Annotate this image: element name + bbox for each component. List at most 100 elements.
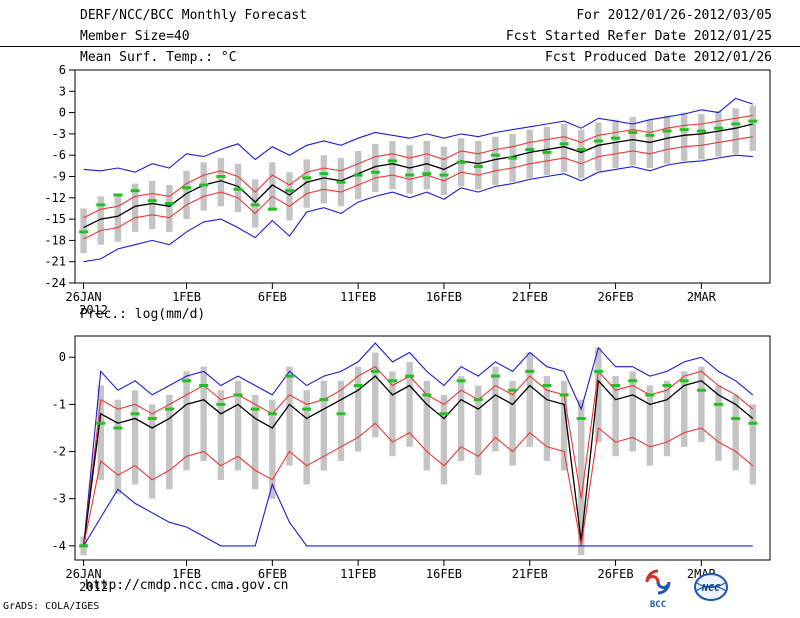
ensemble-spread-bar: [372, 352, 379, 438]
ensemble-spread-bar: [234, 380, 242, 471]
ensemble-spread-bar: [149, 180, 156, 230]
x-tick-label: 26FEB: [597, 567, 633, 581]
ensemble-spread-bar: [578, 129, 585, 178]
ensemble-spread-bar: [595, 122, 602, 171]
ensemble-spread-bar: [251, 394, 259, 490]
lower-quartile-line: [83, 136, 753, 240]
x-tick-label: 2MAR: [687, 290, 717, 304]
ens-mean-line: [83, 123, 753, 229]
ensemble-spread-bar: [269, 162, 276, 211]
y-tick-label: 0: [59, 106, 66, 120]
ensemble-spread-bar: [560, 380, 568, 471]
ensemble-spread-bar: [320, 380, 328, 471]
ensemble-spread-bar: [114, 193, 122, 242]
ensemble-spread-bar: [680, 371, 688, 447]
x-tick-label: 11FEB: [340, 567, 376, 581]
ncc-logo-wave-upper: [696, 582, 726, 589]
ensemble-spread-bar: [166, 394, 173, 490]
ensemble-spread-bar: [715, 385, 722, 461]
x-tick-label: 16FEB: [426, 567, 462, 581]
x-tick-label: 21FEB: [512, 290, 548, 304]
ens-max-line: [83, 97, 753, 173]
ensemble-spread-bar: [526, 352, 533, 447]
refer-date: Fcst Started Refer Date 2012/01/25: [505, 29, 772, 44]
y-tick-label: -4: [52, 539, 66, 553]
bcc-logo: BCC: [645, 569, 671, 610]
ensemble-spread-bar: [732, 108, 739, 154]
y-tick-label: -9: [52, 170, 66, 184]
grads-credit: GrADS: COLA/IGES: [3, 601, 100, 612]
y-tick-label: -3: [52, 127, 66, 141]
ensemble-spread-bar: [732, 394, 739, 471]
ensemble-spread-bar: [372, 143, 379, 193]
ensemble-spread-bar: [423, 380, 430, 471]
ensemble-spread-bar: [389, 141, 396, 190]
ensemble-spread-bar: [526, 129, 533, 178]
ensemble-spread-bar: [97, 196, 104, 245]
ensemble-spread-bar: [560, 123, 568, 173]
ensemble-spread-bar: [492, 136, 499, 186]
upper-quartile-line: [83, 366, 754, 546]
precip-chart-title: Prec.: log(mm/d): [80, 307, 206, 322]
ncc-logo-wave-lower: [695, 585, 727, 592]
ensemble-spread-bar: [200, 366, 207, 461]
ensemble-spread-bar: [440, 394, 448, 485]
x-tick-label: 1FEB: [172, 290, 201, 304]
ensemble-spread-bar: [680, 112, 688, 161]
ensemble-spread-bar: [131, 183, 139, 232]
ensemble-spread-bar: [646, 385, 654, 466]
y-tick-label: 6: [59, 63, 66, 77]
x-tick-label: 6FEB: [258, 567, 287, 581]
website-url: http://cmdp.ncc.cma.gov.cn: [85, 578, 289, 593]
ensemble-spread-bar: [698, 366, 705, 443]
ensemble-spread-bar: [492, 366, 499, 452]
ensemble-spread-bar: [663, 115, 671, 164]
y-tick-label: -2: [52, 445, 66, 459]
x-tick-label: 16FEB: [426, 290, 462, 304]
ensemble-spread-bar: [406, 145, 413, 194]
x-tick-label: 26FEB: [597, 290, 633, 304]
ensemble-spread-bar: [749, 404, 757, 485]
x-tick-label: 6FEB: [258, 290, 287, 304]
y-tick-label: -21: [44, 255, 66, 269]
ensemble-spread-bar: [509, 380, 516, 466]
ncc-logo: NCC: [694, 573, 728, 601]
ensemble-spread-bar: [457, 376, 465, 461]
upper-quartile-line: [83, 114, 753, 219]
bcc-logo-red-swirl: [645, 569, 660, 583]
x-tick-label: 1FEB: [172, 567, 201, 581]
y-tick-label: -18: [44, 233, 66, 247]
produced-date: Fcst Produced Date 2012/01/26: [545, 50, 772, 65]
ens-mean-line: [82, 375, 754, 546]
ensemble-spread-bar: [149, 404, 156, 499]
ncc-logo-label: NCC: [701, 583, 720, 594]
ensemble-spread-bar: [166, 185, 173, 232]
report-title: DERF/NCC/BCC Monthly Forecast: [80, 8, 307, 23]
ensemble-spread-bar: [337, 380, 345, 461]
y-tick-label: -3: [52, 492, 66, 506]
ensemble-spread-bar: [131, 390, 139, 485]
header-divider: [0, 46, 800, 47]
x-tick-label: 26JAN: [66, 290, 102, 304]
ensemble-spread-bar: [629, 371, 636, 452]
forecast-period: For 2012/01/26-2012/03/05: [576, 8, 772, 23]
ensemble-spread-bar: [183, 170, 190, 220]
ens-min-line: [83, 482, 753, 547]
ens-min-line: [83, 154, 753, 263]
ensemble-spread-bar: [629, 116, 636, 166]
ensemble-spread-bar: [389, 371, 396, 457]
ensemble-spread-bar: [612, 119, 619, 168]
y-tick-label: 3: [59, 84, 66, 98]
ensemble-spread-bar: [286, 366, 293, 466]
ensemble-spread-bar: [269, 399, 276, 499]
y-tick-label: -12: [44, 191, 66, 205]
bcc-logo-label: BCC: [650, 600, 666, 610]
y-tick-label: -15: [44, 212, 66, 226]
ensemble-spread-bar: [595, 347, 602, 443]
ensemble-spread-bar: [475, 385, 482, 476]
ensemble-spread-bar: [543, 376, 551, 461]
